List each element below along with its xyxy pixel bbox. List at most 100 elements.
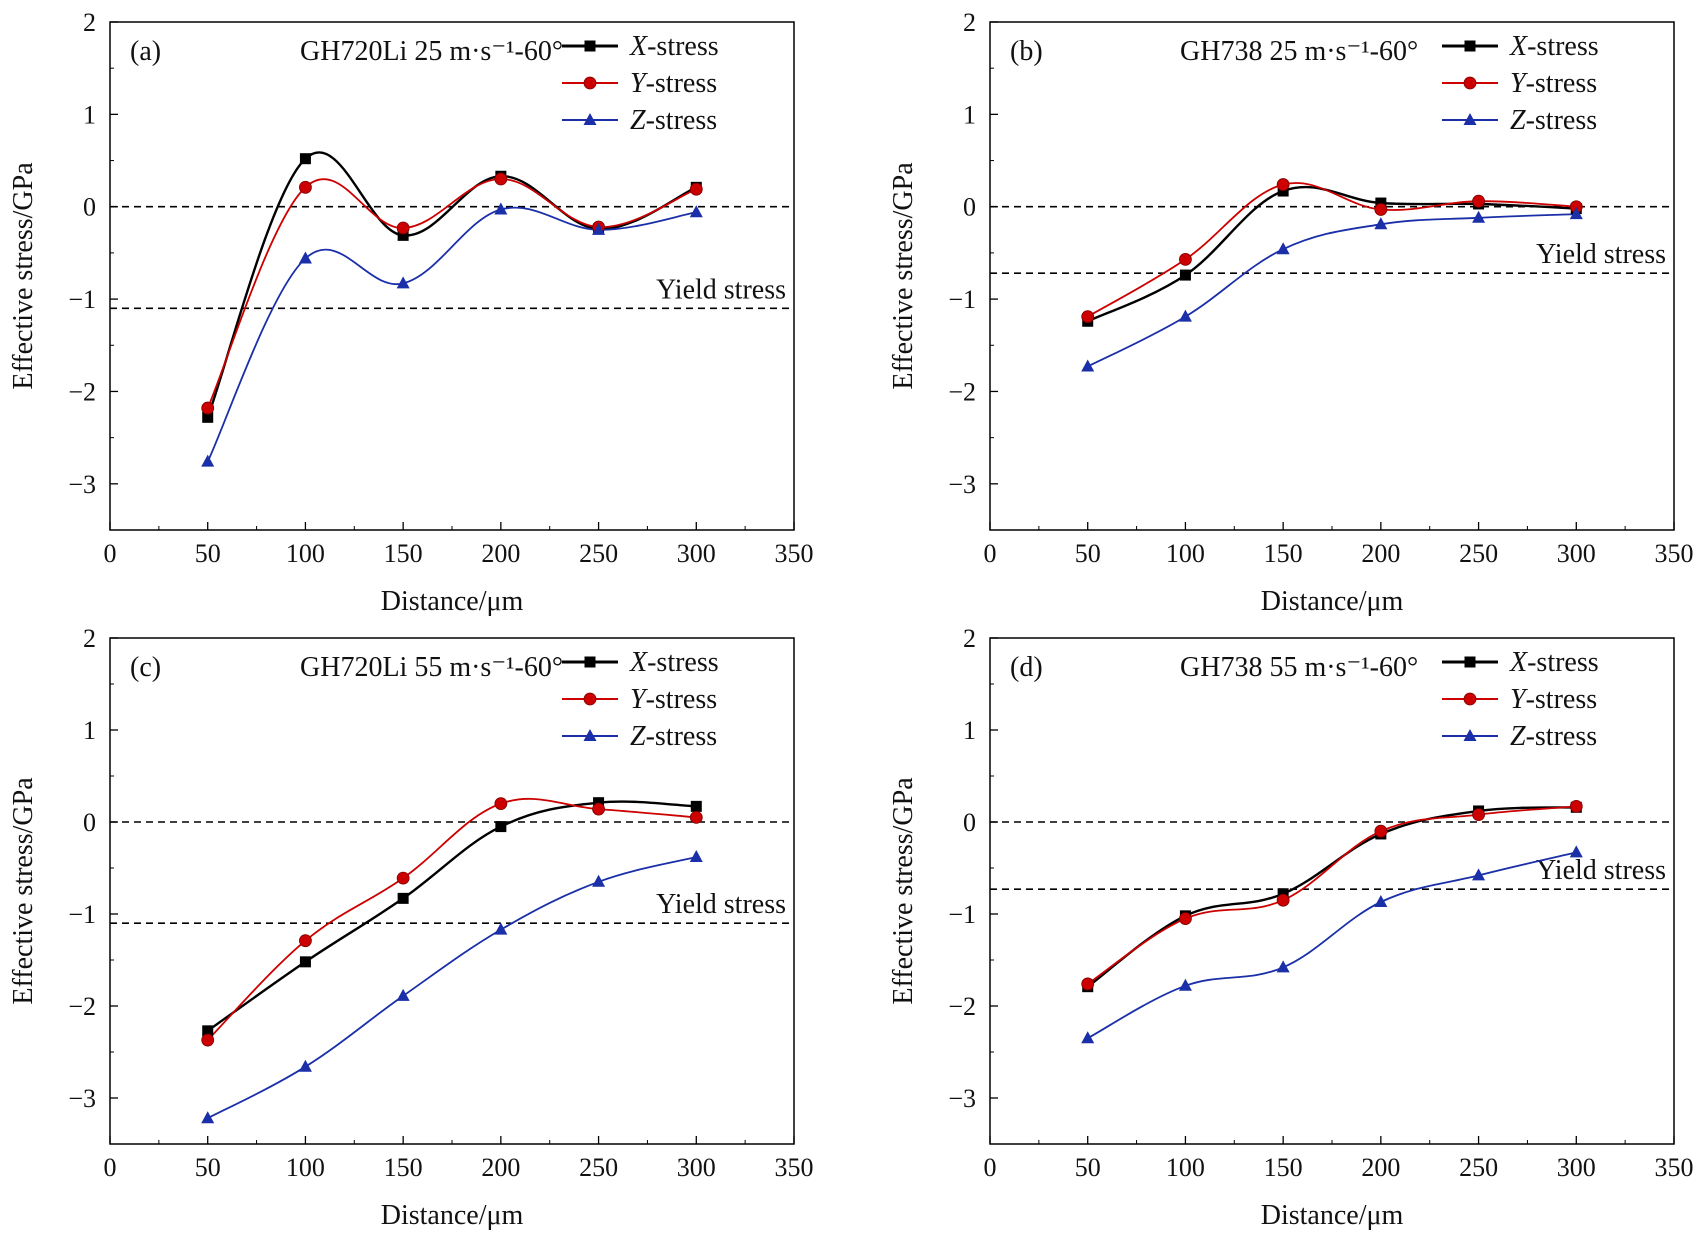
x-stress-point [690,800,702,812]
x-stress-point [397,229,409,241]
legend-item-y-stress: Y-stress [1442,68,1597,99]
legend-item-z-stress: Z-stress [562,721,717,752]
z-stress-point [1472,210,1486,223]
x-stress-point [1375,197,1387,209]
x-stress-point [202,1025,214,1037]
z-stress-point [592,222,606,235]
y-tick-label: 0 [83,193,96,222]
chart-panel-d: 0 50 100 150 200 250 300 350 −3 −2 −1 0 1 2 Distance/μ… [888,624,1694,1231]
legend-item-z-stress: Z-stress [562,105,717,136]
panel-label: (d) [1010,652,1043,683]
x-stress-point [1277,185,1289,197]
z-stress-point [396,276,410,289]
legend-swatch-marker [583,692,597,706]
x-tick-label: 50 [195,1153,221,1182]
x-stress-line [1086,806,1577,988]
legend-label: Z-stress [1510,105,1597,136]
legend-item-y-stress: Y-stress [562,68,717,99]
legend-swatch-marker [583,113,597,125]
legend-label: X-stress [629,31,719,62]
y-tick-label: −2 [948,992,976,1021]
y-stress-point [1081,310,1095,324]
legend-swatch-marker [1464,40,1476,52]
legend-swatch-marker [1463,76,1477,90]
chart-panel-b: 0 50 100 150 200 250 300 350 −3 −2 −1 0 1 2 Distance/μ… [888,8,1694,617]
legend-swatch-marker [584,40,596,52]
x-stress-line [206,151,697,418]
z-stress-point [1276,960,1290,973]
yield-stress-label: Yield stress [1536,239,1666,270]
y-axis-label: Effective stress/GPa [8,777,39,1005]
legend-item-x-stress: X-stress [1442,31,1599,62]
y-tick-label: 1 [963,716,976,745]
x-stress-point [1277,888,1289,900]
y-tick-label: 2 [83,8,96,37]
y-stress-point [396,871,410,885]
x-tick-label: 350 [775,1153,814,1182]
legend-swatch-marker [1463,113,1477,125]
y-stress-point [592,802,605,816]
y-tick-label: −2 [948,377,976,406]
legend-item-x-stress: X-stress [562,647,719,678]
y-tick-label: 0 [963,193,976,222]
y-stress-point [1472,808,1485,822]
z-stress-point [1472,868,1486,881]
legend-item-z-stress: Z-stress [1442,721,1597,752]
z-stress-point [298,251,312,264]
y-stress-point [1081,977,1095,991]
y-tick-label: −1 [948,285,976,314]
x-tick-label: 150 [384,539,423,568]
z-stress-point [1569,845,1583,858]
legend-item-x-stress: X-stress [562,31,719,62]
x-axis-label: Distance/μm [1261,586,1404,617]
yield-stress-label: Yield stress [1536,855,1666,886]
y-tick-label: −1 [68,900,96,929]
chart-panel-c: 0 50 100 150 200 250 300 350 −3 −2 −1 0 1 2 Distance/μ… [8,624,814,1231]
y-tick-label: 0 [963,808,976,837]
z-stress-line [207,856,697,1119]
x-tick-label: 150 [1264,1153,1303,1182]
legend-label: Z-stress [1510,721,1597,752]
condition-label: GH738 25 m·s⁻¹-60° [1180,36,1418,67]
x-tick-label: 350 [1655,539,1694,568]
z-stress-point [1178,978,1192,991]
x-tick-label: 150 [384,1153,423,1182]
legend-label: Y-stress [630,68,717,99]
legend-swatch-marker [1463,692,1477,706]
yield-stress-label: Yield stress [656,889,786,920]
y-stress-point [1179,252,1192,266]
x-tick-label: 50 [1075,1153,1101,1182]
x-stress-point [1179,269,1191,281]
legend-swatch-marker [1464,656,1476,668]
y-stress-point [494,172,508,186]
x-tick-label: 300 [677,1153,716,1182]
yield-stress-label: Yield stress [656,274,786,305]
x-stress-point [299,956,311,968]
x-tick-label: 200 [481,1153,520,1182]
z-stress-point [298,1059,312,1072]
x-tick-label: 0 [104,1153,117,1182]
y-stress-point [689,182,703,196]
x-tick-label: 200 [481,539,520,568]
y-stress-point [201,401,215,415]
x-axis-label: Distance/μm [381,1200,524,1231]
y-tick-label: −3 [68,1084,96,1113]
y-stress-line [1087,182,1577,318]
x-tick-label: 250 [1459,539,1498,568]
legend-swatch-marker [1463,729,1477,741]
x-axis-label: Distance/μm [381,586,524,617]
x-tick-label: 200 [1361,539,1400,568]
legend-label: X-stress [1509,31,1599,62]
condition-label: GH738 55 m·s⁻¹-60° [1180,652,1418,683]
legend-item-y-stress: Y-stress [562,684,717,715]
x-tick-label: 350 [775,539,814,568]
y-tick-label: −3 [948,1084,976,1113]
panel-label: (a) [130,36,161,67]
z-stress-point [1276,242,1290,255]
x-tick-label: 300 [677,539,716,568]
x-tick-label: 250 [1459,1153,1498,1182]
y-axis-label: Effective stress/GPa [8,162,39,390]
y-stress-point [1179,912,1192,925]
condition-label: GH720Li 55 m·s⁻¹-60° [300,652,563,683]
y-stress-point [1276,178,1290,191]
